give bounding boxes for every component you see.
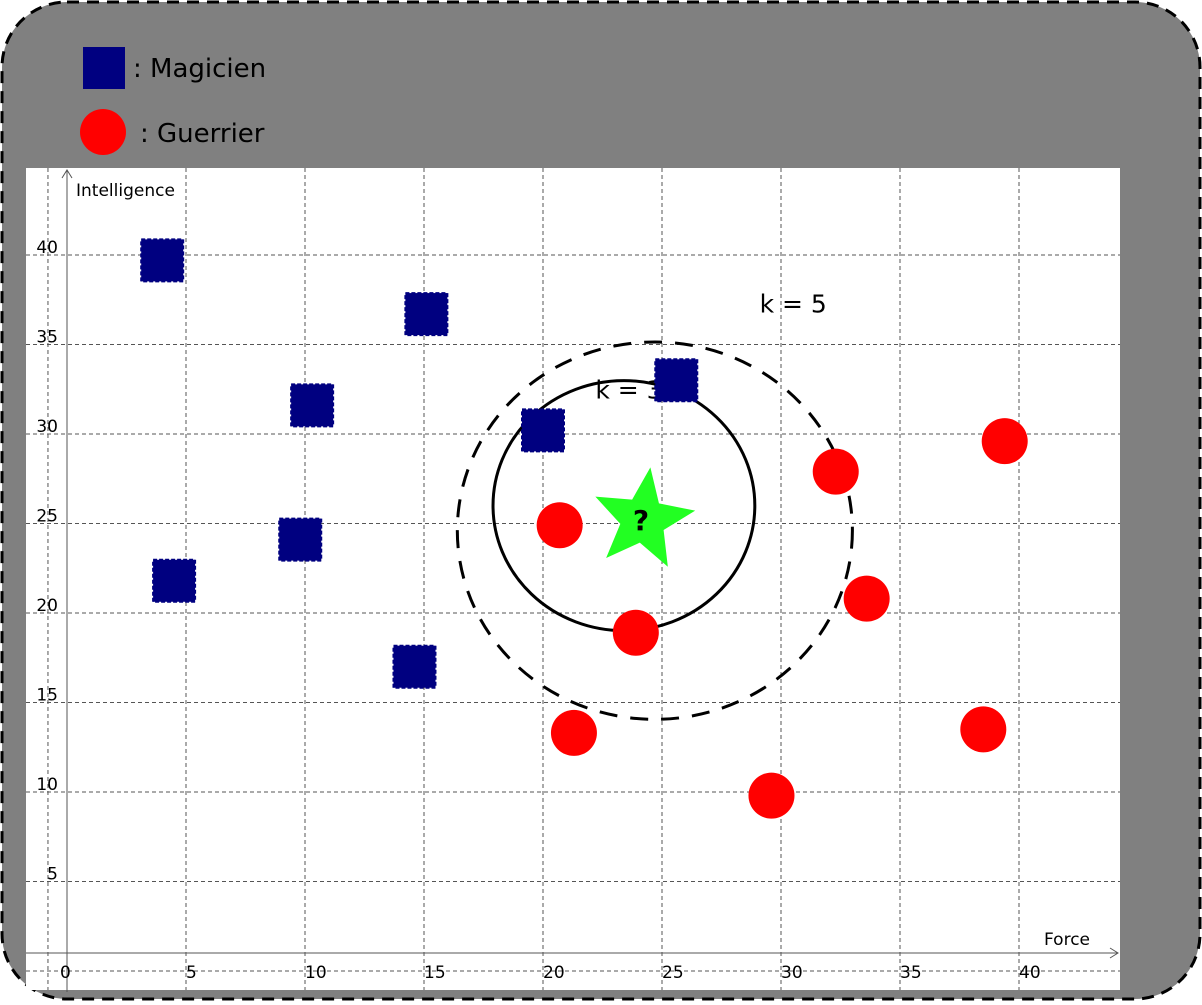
y-tick-label: 15 — [36, 686, 58, 706]
x-tick-label: 0 — [60, 963, 71, 983]
magicien-point — [152, 558, 197, 603]
magicien-legend-square-icon — [83, 47, 125, 89]
magicien-point — [654, 358, 699, 403]
k5-label: k = 5 — [760, 289, 827, 318]
guerrier-point — [960, 706, 1007, 753]
plot-background — [26, 168, 1120, 990]
magicien-point — [404, 292, 449, 337]
guerrier-point — [843, 575, 890, 622]
magicien-point — [521, 408, 565, 453]
legend: : Magicien : Guerrier — [80, 47, 266, 155]
x-axis-label: Force — [1044, 930, 1090, 950]
magicien-point — [392, 644, 437, 689]
y-tick-label: 25 — [36, 507, 58, 527]
x-tick-label: 5 — [186, 963, 197, 983]
legend-label-magicien: : Magicien — [133, 54, 266, 84]
magicien-point — [290, 383, 335, 428]
guerrier-point — [612, 609, 659, 656]
y-tick-label: 40 — [36, 238, 58, 258]
x-tick-label: 15 — [424, 963, 446, 983]
x-tick-label: 25 — [662, 963, 684, 983]
magicien-point — [278, 517, 323, 562]
y-axis-arrow — [61, 169, 73, 179]
x-tick-label: 30 — [781, 963, 803, 983]
y-tick-label: 20 — [36, 596, 58, 616]
guerrier-legend-circle-icon — [80, 109, 126, 155]
y-tick-label: 30 — [36, 417, 58, 437]
k-neighborhood-circles: k = 3 k = 5 — [455, 289, 854, 721]
y-tick-label: 35 — [36, 328, 58, 348]
x-tick-label: 35 — [900, 963, 922, 983]
x-tick-label: 20 — [543, 963, 565, 983]
bottom-whitespace — [48, 965, 1120, 990]
guerrier-point — [812, 448, 859, 495]
x-axis-arrow — [1109, 947, 1119, 959]
query-point: ? — [595, 467, 696, 567]
y-tick-label: 10 — [36, 775, 58, 795]
x-tick-label: 40 — [1019, 963, 1041, 983]
legend-label-guerrier: : Guerrier — [140, 119, 265, 149]
query-point-label: ? — [633, 504, 649, 537]
guerrier-point — [981, 418, 1028, 465]
axes: Intelligence Force — [26, 169, 1119, 992]
guerrier-point — [550, 709, 597, 756]
tick-labels: 0 5 10 15 20 25 30 35 40 5 10 15 20 25 30 35 40 — [36, 238, 1040, 983]
data-points — [140, 238, 1028, 819]
query-star-icon — [595, 467, 696, 567]
k5-circle — [455, 340, 854, 721]
y-axis-label: Intelligence — [76, 181, 175, 201]
guerrier-point — [748, 772, 795, 819]
guerrier-point — [536, 502, 583, 549]
k3-label: k = 3 — [595, 375, 662, 404]
x-tick-label: 10 — [305, 963, 327, 983]
y-tick-label: 5 — [47, 865, 58, 885]
magicien-point — [140, 238, 185, 283]
